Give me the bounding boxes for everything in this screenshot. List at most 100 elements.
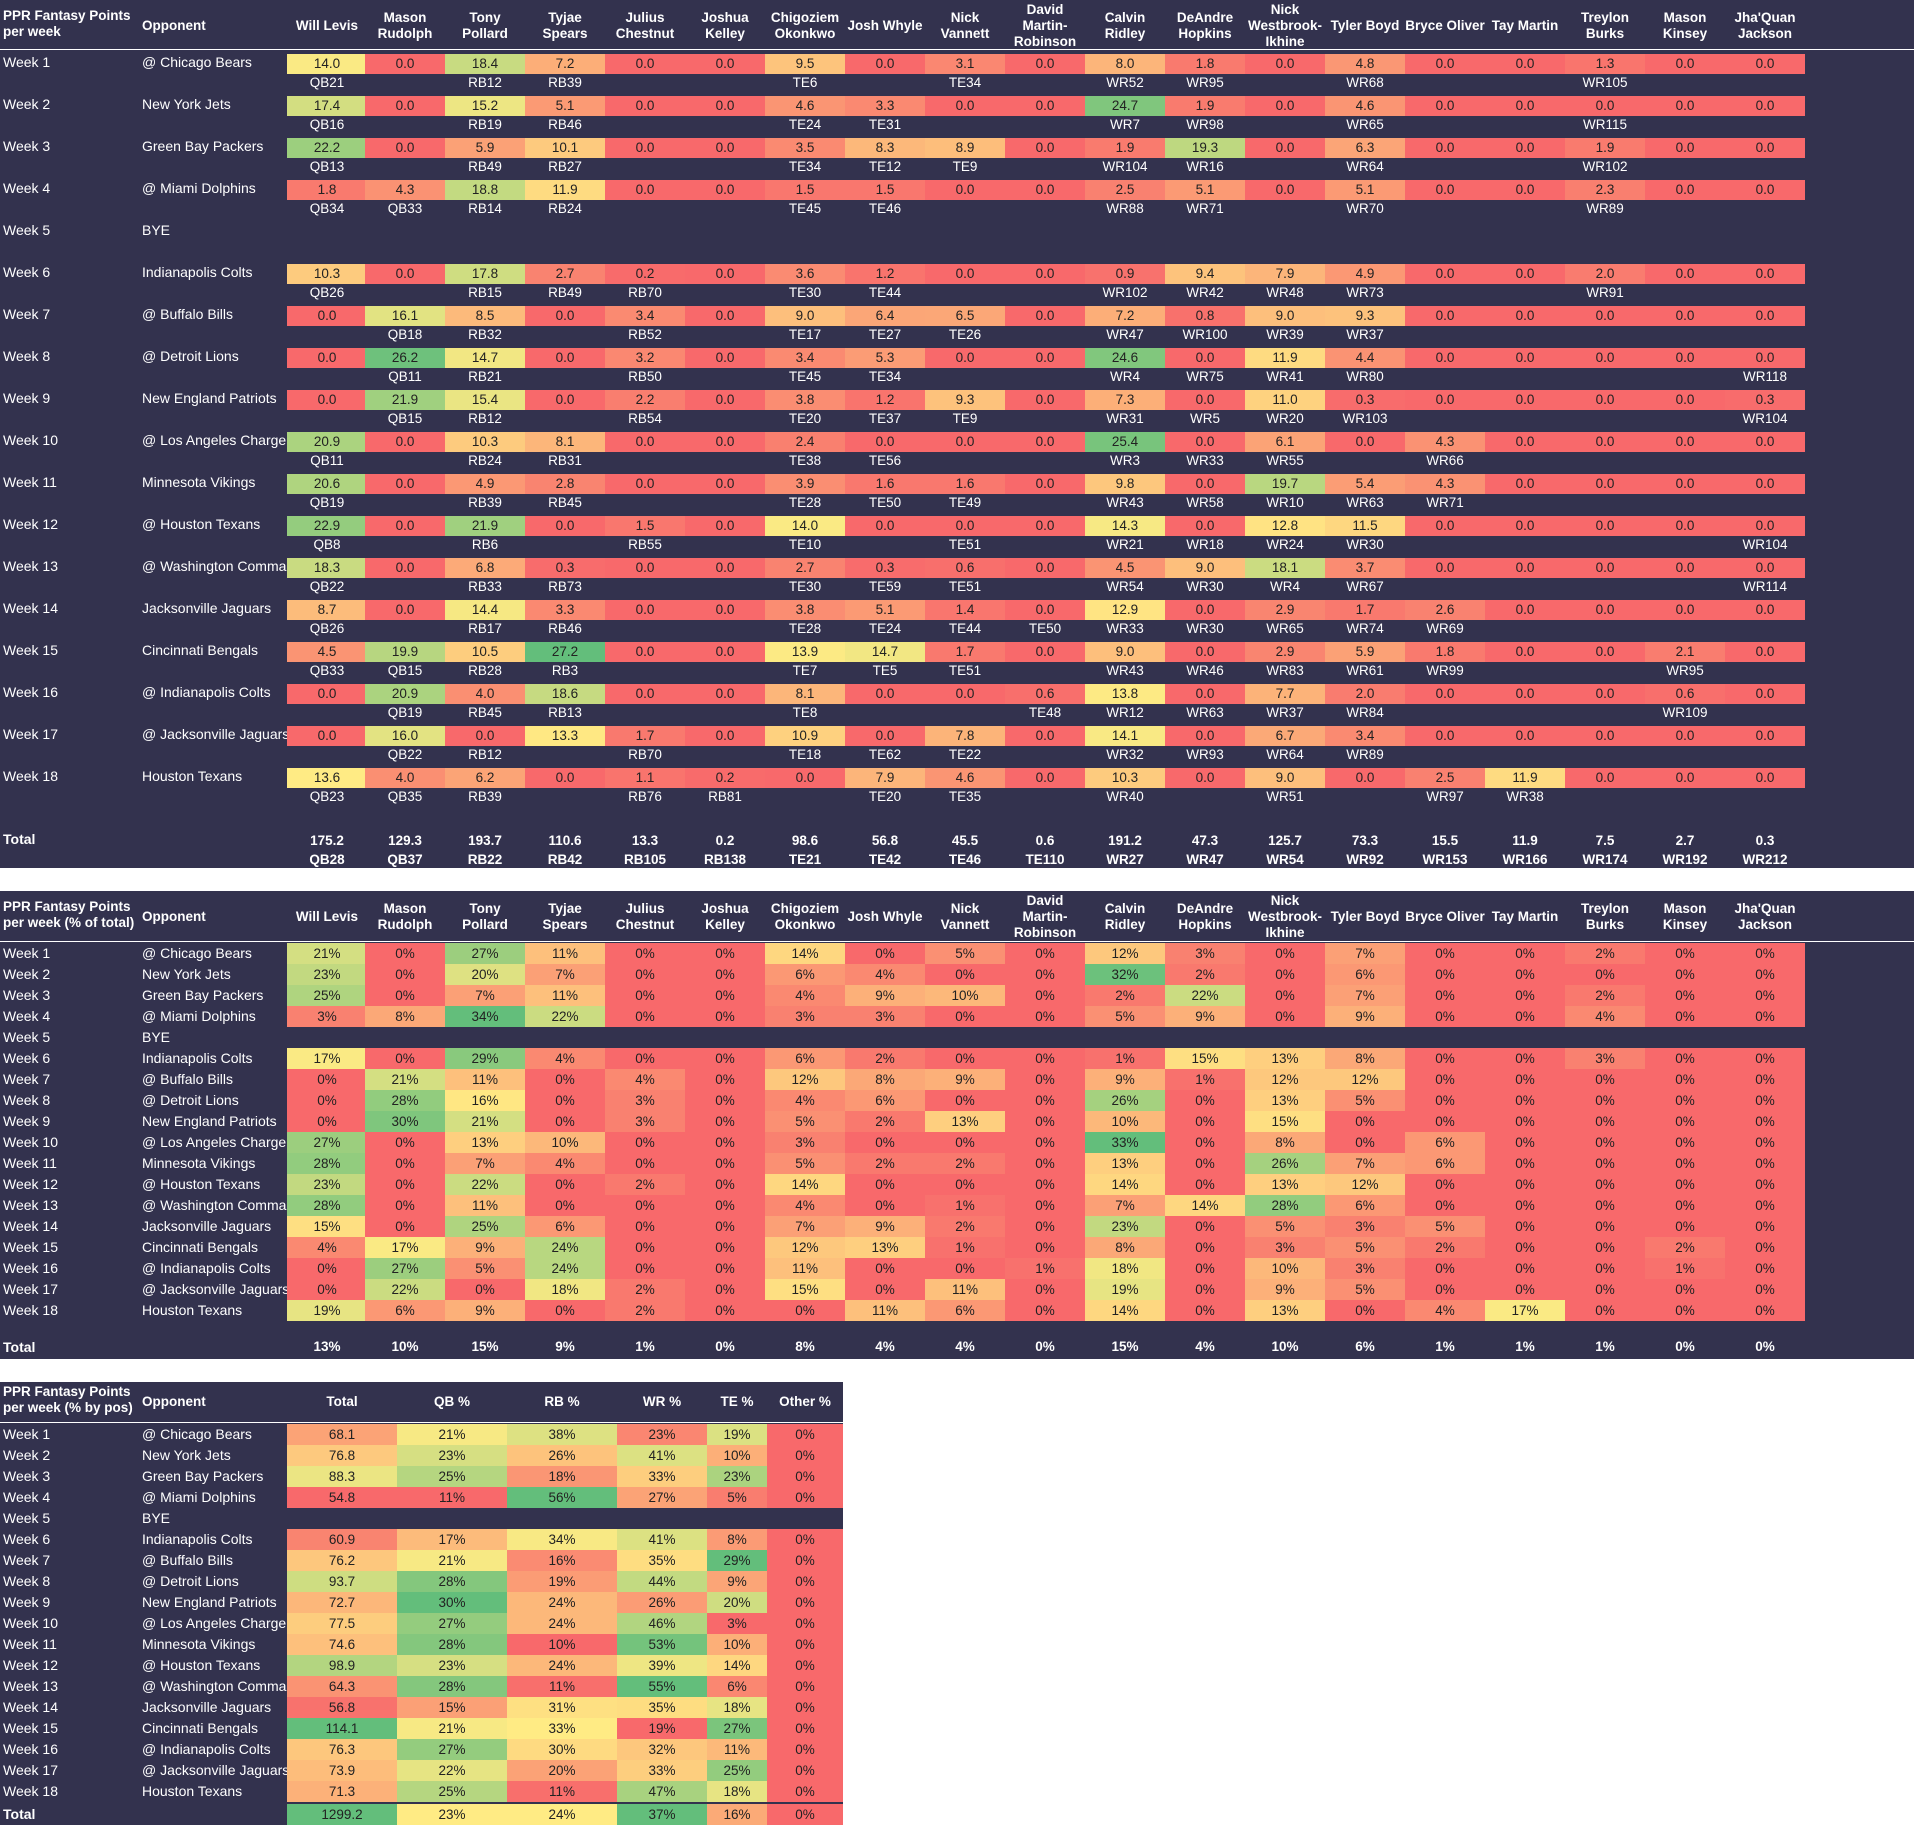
points-cell: 4.9 — [1325, 264, 1405, 284]
percent-cell: 0% — [685, 1237, 765, 1258]
points-cell: 0.0 — [1005, 600, 1085, 620]
rank-cell: QB16 — [309, 117, 345, 132]
total-cell: 16% — [707, 1804, 767, 1825]
points-cell: 2.0 — [1325, 684, 1405, 704]
total-rank-cell: TE21 — [788, 852, 822, 867]
percent-cell: 11% — [445, 1069, 525, 1090]
percent-cell: 0% — [1725, 1048, 1805, 1069]
position-share-cell: 14% — [707, 1655, 767, 1676]
position-share-cell: 15% — [397, 1697, 507, 1718]
percent-cell: 19% — [287, 1300, 367, 1321]
percent-cell: 2% — [845, 1153, 925, 1174]
rank-cell: WR69 — [1426, 621, 1464, 636]
percent-cell: 3% — [605, 1111, 685, 1132]
opponent-name: @ Buffalo Bills — [142, 1071, 233, 1087]
points-cell: 0.0 — [1405, 180, 1485, 200]
percent-cell: 0% — [1645, 1090, 1725, 1111]
rank-cell: WR5 — [1190, 411, 1220, 426]
rank-cell: WR21 — [1106, 537, 1144, 552]
week-label: Week 6 — [3, 1050, 51, 1066]
rank-cell: TE51 — [948, 537, 982, 552]
total-cell: 4% — [1195, 1339, 1215, 1354]
percent-cell: 4% — [765, 985, 845, 1006]
percent-cell: 0% — [1645, 964, 1725, 985]
rank-cell: RB49 — [468, 159, 502, 174]
points-cell: 6.4 — [845, 306, 925, 326]
percent-cell: 14% — [1165, 1195, 1245, 1216]
rank-cell: TE27 — [868, 327, 902, 342]
rank-cell: WR46 — [1186, 663, 1224, 678]
rank-cell: RB31 — [548, 453, 582, 468]
position-share-cell: 38% — [507, 1424, 617, 1445]
percent-cell: 8% — [1325, 1048, 1405, 1069]
percent-cell: 0% — [1165, 1090, 1245, 1111]
table-title: PPR Fantasy Points per week — [3, 8, 131, 39]
percent-cell: 7% — [445, 985, 525, 1006]
opponent-name: @ Chicago Bears — [142, 54, 252, 70]
points-cell: 0.0 — [1565, 600, 1645, 620]
points-cell: 0.0 — [925, 180, 1005, 200]
points-cell: 2.6 — [1405, 600, 1485, 620]
player-header: Nick Westbrook-Ikhine — [1247, 895, 1322, 939]
position-share-cell: 10% — [707, 1445, 767, 1466]
percent-cell: 0% — [1725, 1111, 1805, 1132]
position-share-cell: 76.3 — [287, 1739, 397, 1760]
total-cell: 0% — [1035, 1339, 1055, 1354]
points-cell: 0.0 — [1725, 516, 1805, 536]
rank-cell: TE10 — [788, 537, 822, 552]
rank-cell: WR58 — [1186, 495, 1224, 510]
points-cell: 3.4 — [1325, 726, 1405, 746]
rank-cell: RB27 — [548, 159, 582, 174]
points-cell: 8.5 — [445, 306, 525, 326]
points-cell: 8.7 — [287, 600, 367, 620]
percent-cell: 1% — [1645, 1258, 1725, 1279]
points-cell: 14.4 — [445, 600, 525, 620]
percent-cell: 34% — [445, 1006, 525, 1027]
position-share-cell: 0% — [767, 1760, 843, 1781]
percent-cell: 0% — [1565, 964, 1645, 985]
total-cell: 10% — [391, 1339, 419, 1354]
rank-cell: WR24 — [1266, 537, 1304, 552]
points-cell: 3.2 — [605, 348, 685, 368]
points-cell: 3.9 — [765, 474, 845, 494]
percent-cell: 2% — [1565, 985, 1645, 1006]
rank-cell: WR37 — [1266, 705, 1304, 720]
week-label: Week 14 — [3, 1218, 58, 1234]
rank-cell: TE45 — [788, 369, 822, 384]
position-share-cell: 27% — [397, 1739, 507, 1760]
opponent-name: New York Jets — [142, 1447, 231, 1463]
week-label: Week 1 — [3, 945, 51, 961]
position-share-cell: 53% — [617, 1634, 707, 1655]
position-share-cell: 68.1 — [287, 1424, 397, 1445]
position-share-cell: 47% — [617, 1781, 707, 1802]
week-label: Week 16 — [3, 1260, 58, 1276]
rank-cell: QB19 — [387, 705, 423, 720]
percent-cell: 0% — [685, 985, 765, 1006]
percent-cell: 12% — [765, 1069, 845, 1090]
opponent-name: @ Miami Dolphins — [142, 180, 256, 196]
opponent-name: @ Jacksonville Jaguars — [142, 1281, 287, 1297]
points-cell: 4.4 — [1325, 348, 1405, 368]
points-cell: 0.0 — [1485, 684, 1565, 704]
percent-cell: 0% — [685, 1090, 765, 1111]
points-cell: 1.5 — [845, 180, 925, 200]
total-cell: 37% — [617, 1804, 707, 1825]
percent-cell: 14% — [1085, 1174, 1165, 1195]
points-cell: 8.9 — [925, 138, 1005, 158]
percent-cell: 2% — [1085, 985, 1165, 1006]
points-cell: 0.0 — [1565, 642, 1645, 662]
percent-cell: 0% — [287, 1111, 367, 1132]
points-cell: 0.0 — [1165, 432, 1245, 452]
percent-cell: 0% — [1565, 1132, 1645, 1153]
points-cell: 0.0 — [1725, 348, 1805, 368]
percent-cell: 0% — [1005, 1216, 1085, 1237]
rank-cell: QB22 — [309, 579, 345, 594]
percent-cell: 4% — [845, 964, 925, 985]
points-cell: 15.2 — [445, 96, 525, 116]
rank-cell: WR83 — [1266, 663, 1304, 678]
percent-cell: 3% — [605, 1090, 685, 1111]
opponent-name: @ Jacksonville Jaguars — [142, 1762, 287, 1778]
position-share-cell: 0% — [767, 1424, 843, 1445]
position-share-cell: 10% — [707, 1634, 767, 1655]
total-cell: 45.5 — [951, 833, 979, 848]
